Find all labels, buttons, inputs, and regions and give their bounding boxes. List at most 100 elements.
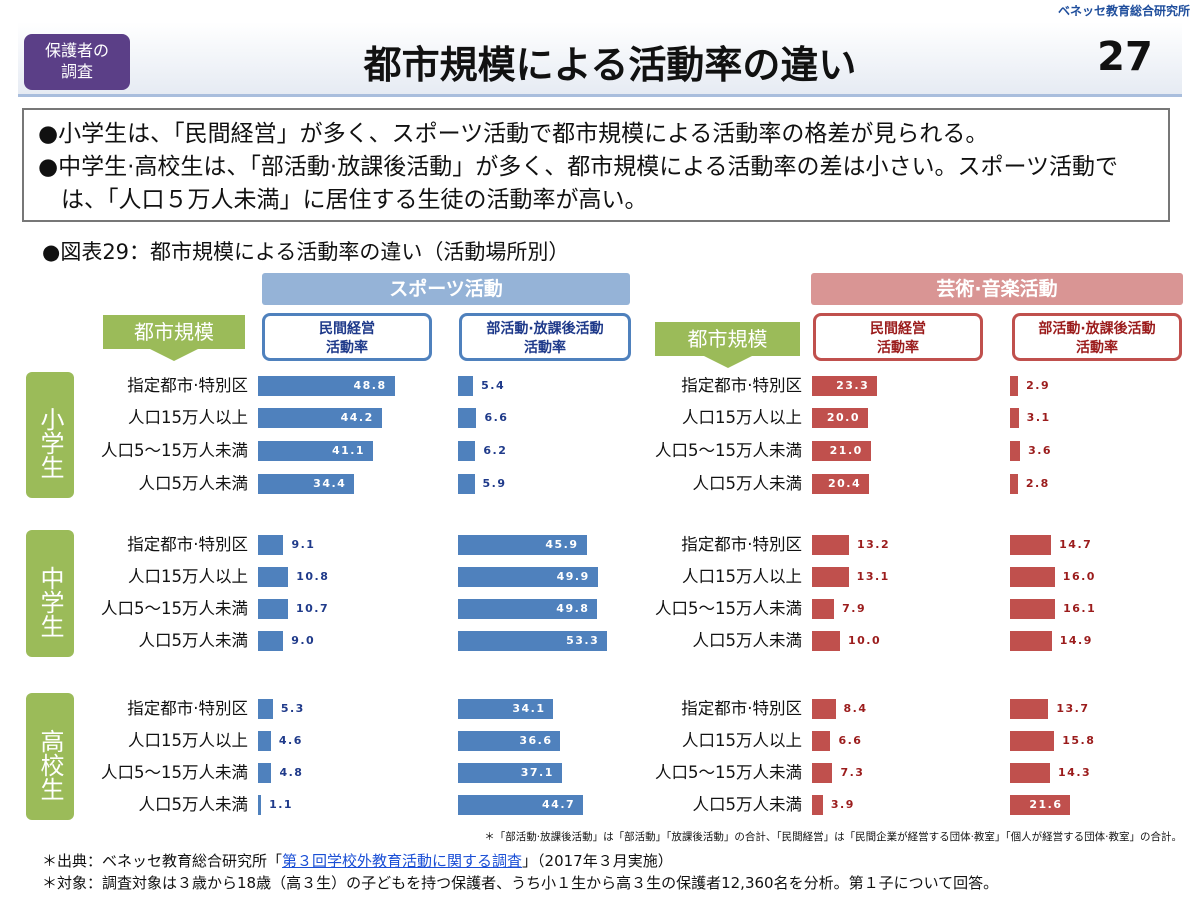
- bar: [1010, 795, 1071, 815]
- panel-title-line: 部活動·放課後活動: [1038, 321, 1156, 337]
- value-label: 36.6: [519, 734, 553, 747]
- value-label: 49.8: [556, 602, 590, 615]
- value-label: 53.3: [566, 634, 600, 647]
- value-label: 14.3: [1058, 766, 1092, 779]
- value-label: 2.9: [1026, 379, 1051, 392]
- bar: [812, 795, 823, 815]
- value-label: 7.3: [840, 766, 865, 779]
- bar: [812, 631, 840, 651]
- bar: [1010, 535, 1052, 555]
- bar: [458, 408, 477, 428]
- title: 都市規模による活動率の違い: [363, 43, 857, 87]
- summary-item: ●小学生は、「民間経営」が多く、スポーツ活動で都市規模による活動率の格差が見られ…: [38, 121, 989, 147]
- panel-title-line: 活動率: [877, 340, 919, 356]
- bar: [1010, 631, 1052, 651]
- bar: [458, 795, 584, 815]
- bar: [812, 441, 871, 461]
- bar: [1010, 474, 1018, 494]
- scale-arrow: [150, 349, 198, 361]
- value-label: 2.8: [1025, 477, 1050, 490]
- value-label: 6.6: [484, 411, 509, 424]
- category-label: 人口5～15万人未満: [655, 599, 802, 618]
- bar: [812, 763, 833, 783]
- bar: [812, 731, 831, 751]
- bar: [812, 535, 849, 555]
- value-label: 44.2: [340, 411, 374, 424]
- value-label: 20.4: [827, 477, 862, 490]
- category-label: 人口5万人未満: [692, 795, 803, 814]
- bar: [458, 535, 587, 555]
- scale-arrow: [703, 356, 752, 368]
- value-label: 3.1: [1026, 411, 1051, 424]
- bar: [458, 441, 476, 461]
- scale-label: 都市規模: [655, 322, 800, 356]
- source: ＊出典：ベネッセ教育総合研究所「第３回学校外教育活動に関する調査」（2017年３…: [42, 850, 673, 871]
- value-label: 5.9: [482, 477, 507, 490]
- value-label: 13.2: [856, 538, 891, 551]
- value-label: 37.1: [520, 766, 554, 779]
- panel-title-line: 活動率: [326, 340, 368, 356]
- category-label: 人口5～15万人未満: [101, 599, 248, 618]
- value-label: 48.8: [353, 379, 387, 392]
- group-label: 高校生: [26, 693, 74, 820]
- category-label: 人口5万人未満: [692, 631, 803, 650]
- bar: [258, 408, 382, 428]
- bar: [1010, 408, 1019, 428]
- bar: [812, 567, 849, 587]
- value-label: 21.6: [1029, 798, 1063, 811]
- badge-line: 保護者の: [44, 41, 109, 60]
- panel-title-line: 活動率: [524, 340, 566, 356]
- value-label: 9.1: [291, 538, 316, 551]
- value-label: 20.0: [826, 411, 860, 424]
- bar: [1010, 567, 1055, 587]
- category-label: 人口15万人以上: [682, 731, 802, 750]
- summary-item: ●中学生·高校生は、「部活動·放課後活動」が多く、都市規模による活動率の差は小さ…: [38, 154, 1119, 213]
- value-label: 21.0: [829, 444, 863, 457]
- bar: [1010, 731, 1055, 751]
- value-label: 8.4: [843, 702, 868, 715]
- value-label: 16.1: [1063, 602, 1097, 615]
- value-label: 6.2: [483, 444, 508, 457]
- value-label: 5.3: [280, 702, 305, 715]
- value-label: 1.1: [269, 798, 294, 811]
- bar: [458, 599, 598, 619]
- footnote: ＊「部活動·放課後活動」は「部活動」「放課後活動」の合計、「民間経営」は「民間企…: [484, 831, 1182, 843]
- category-label: 人口15万人以上: [128, 731, 248, 750]
- group-label: 中学生: [26, 530, 74, 657]
- category-label: 指定都市·特別区: [127, 699, 248, 718]
- panel-title: 民間経営 活動率: [813, 313, 983, 361]
- bar: [258, 567, 289, 587]
- value-label: 14.9: [1059, 634, 1093, 647]
- target: ＊対象：調査対象は３歳から18歳（高３生）の子どもを持つ保護者、うち小１生から高…: [42, 874, 999, 892]
- bar: [458, 731, 561, 751]
- bar: [1010, 376, 1019, 396]
- category-label: 人口15万人以上: [682, 408, 802, 427]
- bar: [258, 699, 273, 719]
- value-label: 3.6: [1028, 444, 1053, 457]
- badge: 保護者の 調査: [24, 34, 130, 90]
- source-link[interactable]: 第３回学校外教育活動に関する調査: [282, 852, 523, 870]
- value-label: 4.6: [278, 734, 303, 747]
- category-label: 人口5万人未満: [138, 795, 249, 814]
- value-label: 13.1: [856, 570, 890, 583]
- category-label: 指定都市·特別区: [681, 376, 802, 395]
- panel-title: 部活動·放課後活動 活動率: [459, 313, 631, 361]
- panel-title-line: 民間経営: [870, 321, 926, 337]
- category-label: 人口5～15万人未満: [101, 441, 248, 460]
- bar: [1010, 441, 1021, 461]
- value-label: 41.1: [331, 444, 366, 457]
- category-label: 人口5～15万人未満: [101, 763, 248, 782]
- panel-title: 部活動·放課後活動 活動率: [1012, 313, 1182, 361]
- category-label: 指定都市·特別区: [127, 376, 248, 395]
- bar: [458, 567, 598, 587]
- bar: [258, 795, 262, 815]
- bar: [258, 631, 284, 651]
- category-label: 人口15万人以上: [128, 567, 248, 586]
- value-label: 10.8: [296, 570, 330, 583]
- header-band: [18, 22, 1182, 97]
- bar: [258, 535, 284, 555]
- value-label: 9.0: [291, 634, 316, 647]
- scale-label: 都市規模: [103, 315, 245, 349]
- section-header: 芸術·音楽活動: [811, 273, 1183, 305]
